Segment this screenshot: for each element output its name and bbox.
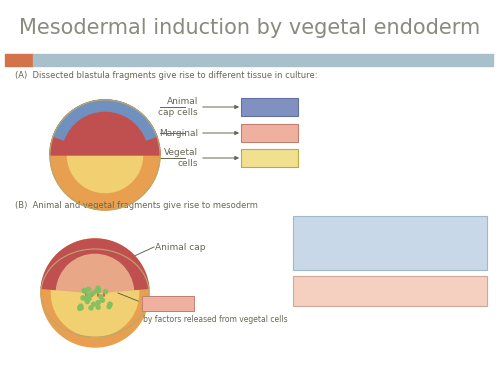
Text: Animal
cap cells: Animal cap cells: [158, 97, 198, 117]
Circle shape: [79, 304, 83, 308]
Circle shape: [82, 288, 86, 293]
Text: Mesodermal induction by vegetal endoderm: Mesodermal induction by vegetal endoderm: [20, 18, 480, 38]
Circle shape: [79, 306, 83, 310]
FancyBboxPatch shape: [241, 98, 298, 116]
Wedge shape: [50, 100, 160, 210]
Circle shape: [86, 293, 90, 297]
Circle shape: [92, 302, 96, 306]
FancyBboxPatch shape: [241, 149, 298, 167]
Circle shape: [96, 301, 100, 305]
Text: Vegetal
cells: Vegetal cells: [164, 148, 198, 168]
Circle shape: [87, 296, 91, 300]
Circle shape: [108, 302, 112, 306]
Text: Factors from vegetal cells: Factors from vegetal cells: [304, 284, 476, 298]
Circle shape: [96, 305, 100, 309]
FancyBboxPatch shape: [293, 276, 487, 306]
Text: by factors released from vegetal cells: by factors released from vegetal cells: [143, 315, 288, 325]
Circle shape: [84, 296, 87, 300]
Text: Endoderm: Endoderm: [243, 154, 295, 163]
Circle shape: [83, 289, 87, 293]
Circle shape: [91, 291, 95, 295]
Bar: [5, 54, 33, 66]
Circle shape: [104, 290, 108, 294]
Circle shape: [96, 288, 100, 292]
Text: Mesoderm: Mesoderm: [142, 298, 195, 308]
Circle shape: [96, 286, 100, 290]
Circle shape: [86, 300, 89, 303]
Circle shape: [86, 287, 90, 291]
Text: Animal cap: Animal cap: [155, 242, 206, 252]
Circle shape: [78, 305, 82, 309]
FancyBboxPatch shape: [293, 216, 487, 270]
Wedge shape: [54, 100, 156, 140]
Text: (B)  Animal and vegetal fragments give rise to mesoderm: (B) Animal and vegetal fragments give ri…: [15, 200, 258, 210]
Circle shape: [107, 305, 111, 309]
Text: Mesoderm: Mesoderm: [242, 129, 296, 137]
Text: Ectoderm: Ectoderm: [245, 103, 293, 112]
Wedge shape: [41, 239, 149, 290]
Circle shape: [100, 298, 104, 302]
Circle shape: [108, 303, 112, 307]
Circle shape: [78, 306, 82, 310]
Circle shape: [99, 295, 103, 299]
Text: Marginal: Marginal: [159, 129, 198, 137]
Circle shape: [50, 100, 160, 210]
Ellipse shape: [41, 249, 149, 337]
Wedge shape: [41, 239, 149, 347]
Circle shape: [89, 306, 93, 310]
FancyBboxPatch shape: [241, 124, 298, 142]
Circle shape: [94, 289, 98, 293]
Circle shape: [96, 289, 100, 293]
Wedge shape: [50, 100, 160, 155]
FancyBboxPatch shape: [142, 296, 194, 311]
Bar: [33, 54, 493, 66]
Wedge shape: [50, 248, 140, 293]
Circle shape: [86, 296, 90, 301]
Circle shape: [81, 296, 85, 300]
Text: (A)  Dissected blastula fragments give rise to different tissue in culture:: (A) Dissected blastula fragments give ri…: [15, 71, 318, 81]
Text: Animal cap cells generate
mesodermal tissue.: Animal cap cells generate mesodermal tis…: [304, 227, 476, 259]
